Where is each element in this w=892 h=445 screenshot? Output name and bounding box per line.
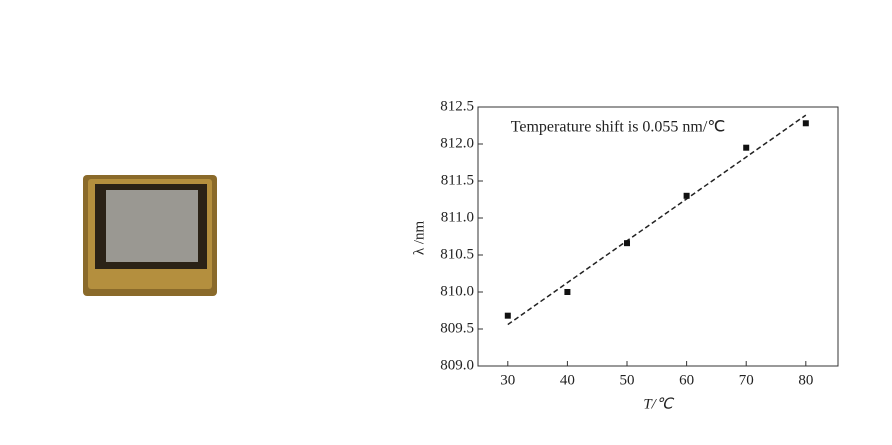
annotation: Temperature shift is 0.055 nm/℃ [511,119,726,136]
data-point [743,144,750,151]
y-axis-label: λ /nm [411,220,427,255]
x-tick-label: 30 [500,372,515,388]
y-tick-label: 809.5 [440,320,474,336]
data-point [802,120,809,127]
y-tick-label: 811.5 [441,172,474,188]
x-tick-label: 70 [739,372,754,388]
chip-photo [83,175,217,296]
y-tick-label: 809.0 [440,357,474,373]
chip-die [106,190,198,262]
data-point [624,240,631,247]
data-point [564,289,571,295]
x-tick-label: 60 [679,372,694,388]
y-tick-label: 811.0 [441,209,474,225]
y-tick-label: 810.5 [440,246,474,262]
x-axis-label: T/℃ [643,396,675,412]
y-tick-label: 810.0 [440,283,474,299]
y-tick-label: 812.5 [440,98,474,114]
y-tick-label: 812.0 [440,135,474,151]
data-point [504,312,511,319]
plot-frame [477,106,839,367]
x-tick-label: 40 [560,372,575,388]
x-tick-label: 50 [620,372,635,388]
fit-line [507,114,807,326]
data-point [683,192,690,199]
x-tick-label: 80 [798,372,813,388]
